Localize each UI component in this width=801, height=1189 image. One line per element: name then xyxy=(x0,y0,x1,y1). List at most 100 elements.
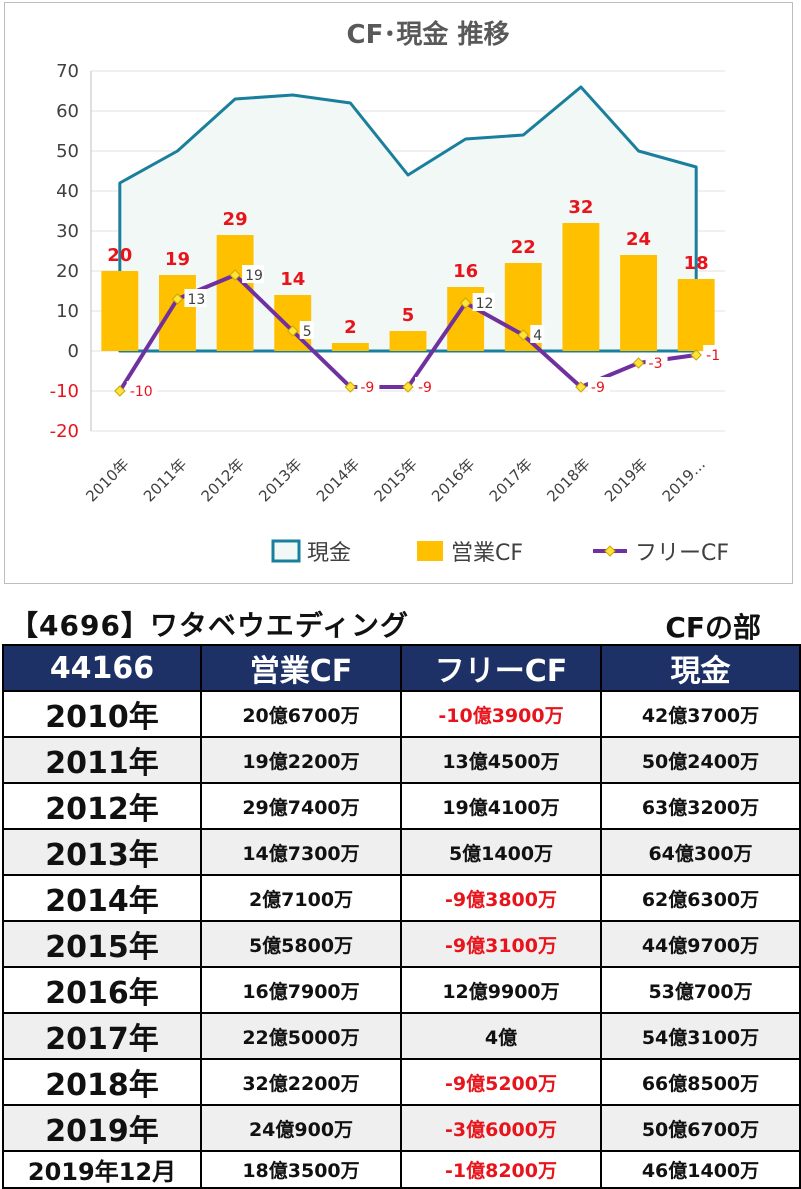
free-cf-data-label: -9 xyxy=(591,380,605,396)
free-cf-cell: -9億5200万 xyxy=(400,1058,602,1106)
free-cf-label-bg xyxy=(587,377,610,395)
free-cf-point xyxy=(690,349,702,361)
operating-cf-data-label: 16 xyxy=(453,261,478,282)
year-cell: 2019年 xyxy=(2,1104,202,1152)
free-cf-cell: 19億4100万 xyxy=(400,782,602,830)
table-body: 2010年 20億6700万 -10億3900万 42億3700万 2011年 19億22… xyxy=(2,690,801,1189)
header-cash: 現金 xyxy=(600,644,801,692)
y-tick-label: 20 xyxy=(56,261,79,282)
operating-cf-data-label: 18 xyxy=(684,253,709,274)
caption-row: 【4696】ワタベウエディング CFの部 xyxy=(4,604,797,644)
table-row: 2016年 16億7900万 12億9900万 53億700万 xyxy=(2,966,801,1014)
chart-panel: CF･現金 推移 70 60 50 40 30 20 10 0 -10 -20 20 19 29 14 2 5 1… xyxy=(4,2,793,584)
table-header-row: 44166 営業CF フリーCF 現金 xyxy=(2,644,801,692)
operating-cf-bar xyxy=(331,343,369,351)
free-cf-point xyxy=(575,381,587,393)
table-row: 2013年 14億7300万 5億1400万 64億300万 xyxy=(2,828,801,876)
free-cf-point xyxy=(517,329,529,341)
table-row: 2010年 20億6700万 -10億3900万 42億3700万 xyxy=(2,690,801,738)
operating-cf-data-label: 22 xyxy=(511,237,536,258)
cash-cell: 42億3700万 xyxy=(600,690,801,738)
free-cf-data-label: 4 xyxy=(533,328,542,344)
operating-cf-cell: 22億5000万 xyxy=(200,1012,402,1060)
year-cell: 2010年 xyxy=(2,690,202,738)
table-row: 2014年 2億7100万 -9億3800万 62億6300万 xyxy=(2,874,801,922)
y-tick-label: -20 xyxy=(50,421,79,442)
table-row: 2015年 5億5800万 -9億3100万 44億9700万 xyxy=(2,920,801,968)
operating-cf-bar xyxy=(216,235,254,351)
operating-cf-bar xyxy=(159,275,196,351)
x-tick-label: 2019年 xyxy=(601,455,651,505)
y-tick-label: -10 xyxy=(50,381,79,402)
free-cf-point xyxy=(344,381,357,393)
operating-cf-data-label: 19 xyxy=(165,249,190,270)
free-cf-cell: 5億1400万 xyxy=(400,828,602,876)
table-row: 2011年 19億2200万 13億4500万 50億2400万 xyxy=(2,736,801,784)
operating-cf-cell: 19億2200万 xyxy=(200,736,402,784)
free-cf-cell: -9億3800万 xyxy=(400,874,602,922)
free-cf-cell: -10億3900万 xyxy=(400,690,602,738)
year-cell: 2016年 xyxy=(2,966,202,1014)
operating-cf-bar xyxy=(389,331,427,351)
free-cf-point xyxy=(171,293,184,305)
operating-cf-data-label: 20 xyxy=(107,245,132,266)
cf-table: 44166 営業CF フリーCF 現金 2010年 20億6700万 -10億390… xyxy=(2,644,801,1189)
operating-cf-data-label: 2 xyxy=(344,317,357,338)
cf-table-container: 44166 営業CF フリーCF 現金 2010年 20億6700万 -10億390… xyxy=(2,644,801,1189)
legend-marker-free-cf xyxy=(604,545,616,557)
free-cf-data-label: 19 xyxy=(245,268,263,284)
free-cf-point xyxy=(459,297,472,309)
free-cf-label-bg xyxy=(126,381,157,399)
legend-swatch-operating-cf xyxy=(417,541,443,561)
operating-cf-cell: 2億7100万 xyxy=(200,874,402,922)
cash-cell: 46億1400万 xyxy=(600,1150,801,1189)
y-tick-label: 0 xyxy=(68,341,79,362)
free-cf-cell: -3億6000万 xyxy=(400,1104,602,1152)
company-title: 【4696】ワタベウエディング xyxy=(10,609,409,642)
cash-cell: 64億300万 xyxy=(600,828,801,876)
x-tick-label: 2017年 xyxy=(486,455,536,505)
y-tick-label: 60 xyxy=(56,101,79,122)
chart-title: CF･現金 推移 xyxy=(347,19,510,50)
free-cf-label-bg xyxy=(645,353,668,371)
free-cf-point xyxy=(287,325,299,337)
free-cf-cell: 12億9900万 xyxy=(400,966,602,1014)
table-row: 2012年 29億7400万 19億4100万 63億3200万 xyxy=(2,782,801,830)
cf-cash-chart: CF･現金 推移 70 60 50 40 30 20 10 0 -10 -20 20 19 29 14 2 5 1… xyxy=(50,19,729,566)
x-tick-label: 2016年 xyxy=(428,455,478,505)
cash-cell: 50億2400万 xyxy=(600,736,801,784)
y-tick-label: 50 xyxy=(56,141,79,162)
cash-cell: 44億9700万 xyxy=(600,920,801,968)
x-tick-label: 2011年 xyxy=(140,455,190,505)
operating-cf-bar xyxy=(562,223,600,351)
header-date: 44166 xyxy=(2,644,202,692)
cash-cell: 66億8500万 xyxy=(600,1058,801,1106)
operating-cf-cell: 24億900万 xyxy=(200,1104,402,1152)
x-tick-label: 2012年 xyxy=(198,455,248,505)
free-cf-data-label: 5 xyxy=(303,324,312,340)
cash-cell: 54億3100万 xyxy=(600,1012,801,1060)
x-tick-label: 2018年 xyxy=(543,455,593,505)
legend-swatch-cash xyxy=(271,539,301,563)
free-cf-point xyxy=(402,381,414,393)
free-cf-data-label: 12 xyxy=(476,296,494,312)
free-cf-cell: 4億 xyxy=(400,1012,602,1060)
free-cf-label-bg xyxy=(299,321,314,339)
free-cf-data-label: -1 xyxy=(706,348,720,364)
year-cell: 2014年 xyxy=(2,874,202,922)
free-cf-label-bg xyxy=(530,325,545,343)
year-cell: 2013年 xyxy=(2,828,202,876)
table-row: 2017年 22億5000万 4億 54億3100万 xyxy=(2,1012,801,1060)
free-cf-cell: 13億4500万 xyxy=(400,736,602,784)
free-cf-label-bg xyxy=(703,345,726,363)
free-cf-data-label: -9 xyxy=(418,380,432,396)
free-cf-cell: -1億8200万 xyxy=(400,1150,602,1189)
x-tick-label: 2013年 xyxy=(255,455,305,505)
year-cell: 2012年 xyxy=(2,782,202,830)
free-cf-cell: -9億3100万 xyxy=(400,920,602,968)
free-cf-label-bg xyxy=(415,377,437,395)
free-cf-data-label: 13 xyxy=(187,292,205,308)
free-cf-label-bg xyxy=(242,265,265,283)
year-cell: 2017年 xyxy=(2,1012,202,1060)
free-cf-point xyxy=(229,269,241,281)
